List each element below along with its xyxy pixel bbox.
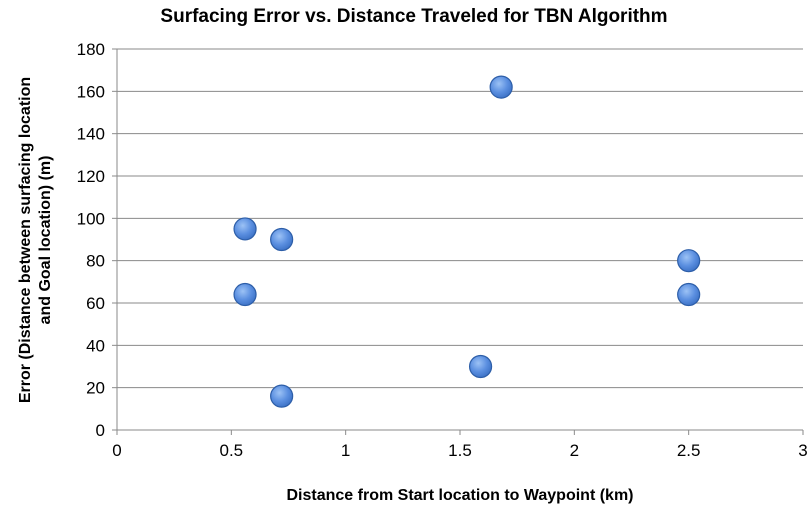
- data-point: [677, 282, 701, 307]
- y-axis-label-line-2: and Goal location) (m): [37, 156, 54, 325]
- x-tick-label: 1: [341, 441, 350, 460]
- x-tick-label: 0: [112, 441, 121, 460]
- x-tick-label: 3: [798, 441, 807, 460]
- x-tick-label: 2.5: [677, 441, 701, 460]
- data-point: [489, 75, 513, 99]
- data-point: [468, 354, 493, 379]
- tick-labels: 0 20 40 60 80 100 120 140 160 180 0 0.5 1 1.5 2 2.5 3: [77, 40, 808, 460]
- data-point: [270, 384, 294, 408]
- data-point: [233, 217, 257, 241]
- y-tick-label: 0: [96, 421, 105, 440]
- x-tick-label: 2: [570, 441, 579, 460]
- data-points: [233, 75, 701, 408]
- y-axis-label-line-1: Error (Distance between surfacing locati…: [17, 77, 34, 403]
- y-tick-label: 160: [77, 82, 105, 101]
- y-tick-label: 80: [86, 252, 105, 271]
- y-tick-label: 180: [77, 40, 105, 59]
- axes: [112, 48, 804, 435]
- x-axis-label: Distance from Start location to Waypoint…: [287, 487, 634, 504]
- y-axis-label: Error (Distance between surfacing locati…: [17, 77, 54, 403]
- chart-title: Surfacing Error vs. Distance Traveled fo…: [160, 6, 667, 27]
- y-tick-label: 60: [86, 294, 105, 313]
- y-tick-label: 120: [77, 167, 105, 186]
- y-tick-label: 140: [77, 125, 105, 144]
- data-point: [677, 249, 701, 273]
- x-tick-label: 1.5: [448, 441, 472, 460]
- y-tick-label: 100: [77, 209, 105, 228]
- grid-lines: [117, 48, 803, 389]
- x-tick-label: 0.5: [220, 441, 244, 460]
- data-point: [270, 227, 294, 252]
- data-point: [233, 282, 257, 307]
- y-tick-label: 40: [86, 336, 105, 355]
- y-tick-label: 20: [86, 379, 105, 398]
